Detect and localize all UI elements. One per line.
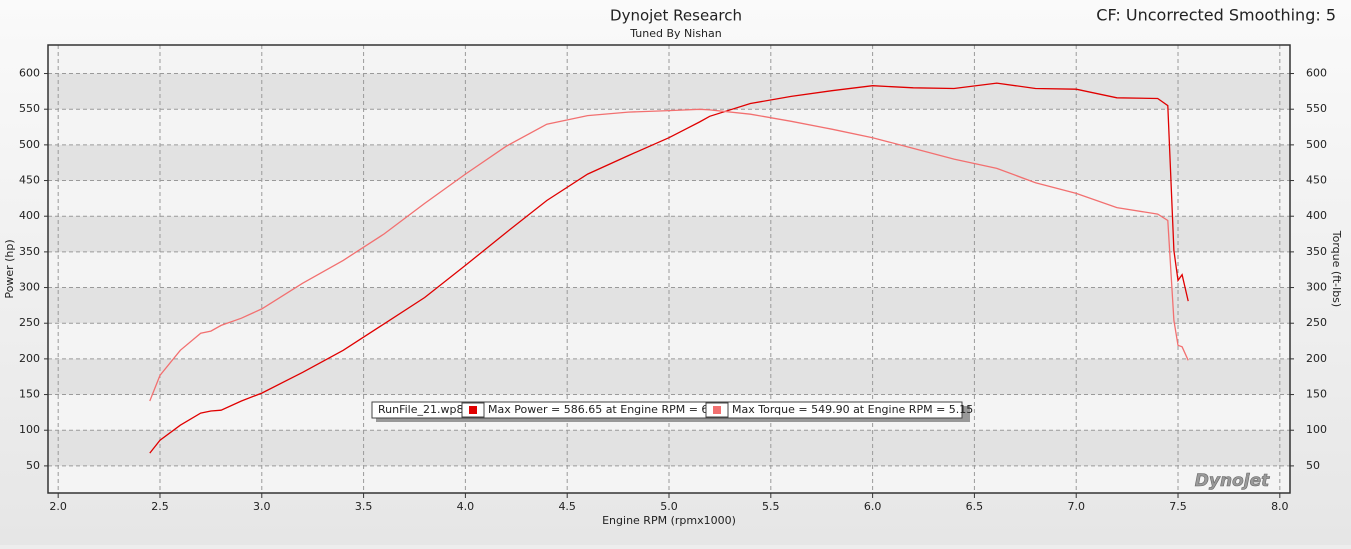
legend-entry: Max Torque = 549.90 at Engine RPM = 5.15	[732, 403, 973, 416]
legend-swatch	[713, 406, 721, 414]
legend-box	[371, 401, 963, 419]
y2-tick-label: 50	[1306, 459, 1320, 472]
y-tick-label: 600	[19, 67, 40, 80]
y-tick-label: 550	[19, 102, 40, 115]
legend-swatch	[469, 406, 477, 414]
series-line	[149, 108, 1189, 402]
chart-subtitle: Tuned By Nishan	[629, 27, 722, 40]
y2-tick-label: 450	[1306, 174, 1327, 187]
legend: RunFile_21.wp8 Max Power = 586.65 at Engi…	[371, 401, 973, 422]
y2-tick-label: 100	[1306, 423, 1327, 436]
series-line	[149, 82, 1189, 454]
x-tick-label: 7.5	[1169, 500, 1187, 513]
x-tick-label: 5.5	[762, 500, 780, 513]
y-tick-label: 200	[19, 352, 40, 365]
y-tick-label: 350	[19, 245, 40, 258]
y-tick-label: 450	[19, 174, 40, 187]
y2-tick-label: 200	[1306, 352, 1327, 365]
watermark: Dynojet	[1195, 471, 1270, 491]
y2-tick-label: 400	[1306, 209, 1327, 222]
x-tick-label: 8.0	[1271, 500, 1289, 513]
x-tick-label: 3.5	[355, 500, 373, 513]
x-axis-label: Engine RPM (rpmx1000)	[602, 514, 736, 527]
y2-tick-label: 600	[1306, 67, 1327, 80]
y2-axis-label: Torque (ft-lbs)	[1330, 230, 1343, 307]
x-tick-label: 2.5	[151, 500, 169, 513]
y-tick-label: 100	[19, 423, 40, 436]
y-tick-label: 500	[19, 138, 40, 151]
corner-note: CF: Uncorrected Smoothing: 5	[1096, 6, 1336, 25]
x-tick-label: 2.0	[49, 500, 67, 513]
y2-tick-label: 550	[1306, 102, 1327, 115]
y-tick-label: 50	[26, 459, 40, 472]
y2-tick-label: 350	[1306, 245, 1327, 258]
x-tick-label: 3.0	[253, 500, 271, 513]
y-axis-label: Power (hp)	[3, 239, 16, 298]
y-tick-label: 150	[19, 388, 40, 401]
chart-title: Dynojet Research	[610, 7, 742, 25]
x-tick-label: 6.5	[966, 500, 984, 513]
x-tick-label: 4.0	[457, 500, 475, 513]
x-tick-label: 4.5	[558, 500, 576, 513]
y-tick-label: 400	[19, 209, 40, 222]
y2-tick-label: 500	[1306, 138, 1327, 151]
y2-tick-label: 150	[1306, 388, 1327, 401]
plot-border	[47, 44, 1291, 494]
legend-entry: Max Power = 586.65 at Engine RPM = 6.61	[488, 403, 726, 416]
legend-file: RunFile_21.wp8	[378, 403, 463, 416]
y-tick-label: 300	[19, 281, 40, 294]
x-tick-label: 5.0	[660, 500, 678, 513]
plot-area: 50 100 150 200 250 300 350 400 450 500 550 600 50 100…	[19, 44, 1327, 513]
y2-tick-label: 300	[1306, 281, 1327, 294]
x-tick-label: 6.0	[864, 500, 882, 513]
x-tick-label: 7.0	[1067, 500, 1085, 513]
y2-tick-label: 250	[1306, 316, 1327, 329]
y-tick-label: 250	[19, 316, 40, 329]
